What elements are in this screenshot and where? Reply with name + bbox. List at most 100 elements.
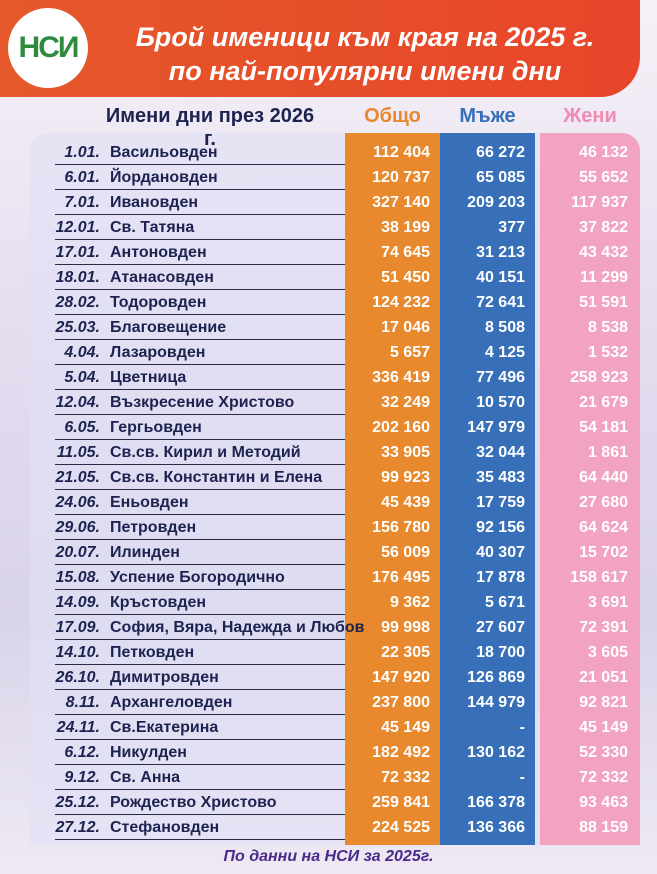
row-separator (55, 489, 345, 490)
women-cell: 21 051 (579, 669, 628, 686)
date-cell: 29.06. (55, 519, 100, 536)
men-cell: 144 979 (467, 694, 525, 711)
women-cell: 1 861 (587, 444, 628, 461)
logo: НСИ (8, 8, 88, 88)
date-cell: 6.05. (64, 419, 100, 436)
date-cell: 24.11. (56, 719, 100, 736)
women-cell: 15 702 (579, 544, 628, 561)
date-cell: 12.01. (55, 219, 100, 236)
name-cell: Архангеловден (110, 694, 233, 711)
column-header: Жени (563, 105, 617, 127)
total-cell: 22 305 (381, 644, 430, 661)
title: по най-популярни имени дни (168, 56, 562, 86)
name-cell: Йордановден (110, 169, 218, 186)
date-cell: 25.03. (55, 319, 100, 336)
date-cell: 17.01. (55, 244, 100, 261)
date-cell: 15.08. (55, 569, 100, 586)
row-separator (55, 539, 345, 540)
date-cell: 20.07. (55, 544, 100, 561)
name-cell: Еньовден (110, 494, 189, 511)
row-separator (55, 814, 345, 815)
date-cell: 14.10. (55, 644, 100, 661)
men-cell: 72 641 (476, 294, 525, 311)
name-cell: Ивановден (110, 194, 199, 211)
date-cell: 6.01. (64, 169, 100, 186)
name-cell: Св.Екатерина (110, 719, 219, 736)
row-separator (55, 414, 345, 415)
women-cell: 43 432 (579, 244, 628, 261)
women-cell: 64 440 (579, 469, 628, 486)
footer: По данни на НСИ за 2025г. (223, 848, 434, 865)
date-cell: 17.09. (55, 619, 100, 636)
total-cell: 202 160 (372, 419, 430, 436)
name-cell: Стефановден (110, 819, 220, 836)
total-cell: 224 525 (372, 819, 430, 836)
row-separator (55, 664, 345, 665)
women-cell: 93 463 (579, 794, 628, 811)
men-cell: 130 162 (467, 744, 525, 761)
men-cell: 10 570 (476, 394, 525, 411)
date-cell: 4.04. (64, 344, 100, 361)
date-cell: 9.12. (64, 769, 100, 786)
women-column (540, 133, 640, 845)
row-separator (55, 589, 345, 590)
row-separator (55, 339, 345, 340)
date-cell: 5.04. (64, 369, 100, 386)
date-cell: 6.12. (64, 744, 100, 761)
women-cell: 92 821 (579, 694, 628, 711)
total-cell: 32 249 (381, 394, 430, 411)
row-separator (55, 239, 345, 240)
date-cell: 11.05. (56, 444, 100, 461)
men-cell: 136 366 (467, 819, 525, 836)
men-cell: - (519, 719, 525, 736)
women-cell: 21 679 (579, 394, 628, 411)
title: Брой именици към края на 2025 г. (135, 22, 595, 52)
women-cell: 46 132 (579, 144, 628, 161)
row-separator (55, 314, 345, 315)
column-header: Имени дни през 2026 г. (105, 105, 315, 150)
name-cell: Св. Татяна (110, 219, 195, 236)
name-cell: Възкресение Христово (110, 394, 295, 411)
total-cell: 33 905 (381, 444, 430, 461)
men-cell: 66 272 (476, 144, 525, 161)
row-separator (55, 514, 345, 515)
men-cell: 18 700 (476, 644, 525, 661)
total-cell: 38 199 (381, 219, 430, 236)
men-cell: 77 496 (476, 369, 525, 386)
name-cell: Св.св. Кирил и Методий (110, 444, 301, 461)
men-cell: 17 759 (476, 494, 525, 511)
men-cell: 4 125 (484, 344, 525, 361)
name-cell: Илинден (110, 544, 180, 561)
women-cell: 258 923 (570, 369, 628, 386)
total-cell: 182 492 (372, 744, 430, 761)
name-cell: Благовещение (110, 319, 227, 336)
date-cell: 28.02. (55, 294, 100, 311)
row-separator (55, 839, 345, 840)
men-cell: 377 (498, 219, 525, 236)
total-cell: 259 841 (372, 794, 430, 811)
women-cell: 158 617 (570, 569, 628, 586)
total-cell: 56 009 (381, 544, 430, 561)
date-cell: 24.06. (55, 494, 100, 511)
total-cell: 176 495 (372, 569, 430, 586)
total-cell: 327 140 (372, 194, 430, 211)
total-cell: 156 780 (372, 519, 430, 536)
name-cell: Кръстовден (110, 594, 207, 611)
men-cell: 40 307 (476, 544, 525, 561)
men-cell: 5 671 (484, 594, 525, 611)
date-cell: 27.12. (55, 819, 100, 836)
row-separator (55, 364, 345, 365)
row-separator (55, 439, 345, 440)
row-separator (55, 614, 345, 615)
total-cell: 45 149 (381, 719, 430, 736)
name-cell: Рождество Христово (110, 794, 277, 811)
date-cell: 25.12. (55, 794, 100, 811)
name-cell: Цветница (110, 369, 187, 386)
name-cell: Св.св. Константин и Елена (110, 469, 323, 486)
row-separator (55, 164, 345, 165)
men-cell: 31 213 (476, 244, 525, 261)
total-cell: 237 800 (372, 694, 430, 711)
women-cell: 64 624 (579, 519, 628, 536)
women-cell: 88 159 (579, 819, 628, 836)
date-cell: 18.01. (55, 269, 100, 286)
